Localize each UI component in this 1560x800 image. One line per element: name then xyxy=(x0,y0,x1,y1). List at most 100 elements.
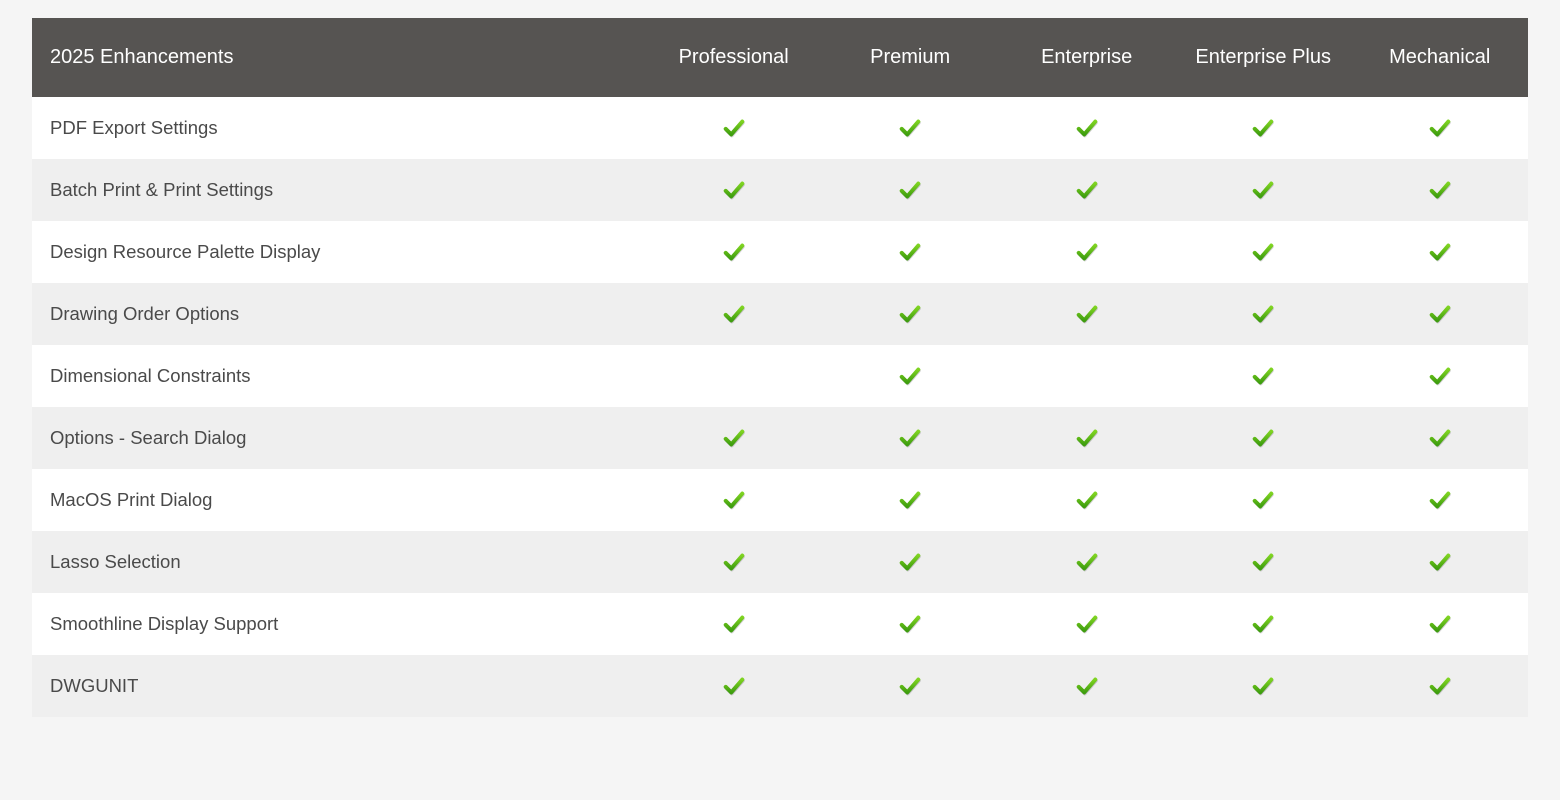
feature-cell xyxy=(1175,159,1352,221)
feature-cell xyxy=(645,283,822,345)
feature-cell xyxy=(998,469,1175,531)
check-icon xyxy=(1429,179,1451,201)
feature-cell xyxy=(998,593,1175,655)
check-icon xyxy=(899,675,921,697)
check-icon xyxy=(1252,365,1274,387)
feature-cell xyxy=(998,97,1175,159)
feature-cell xyxy=(998,407,1175,469)
feature-cell xyxy=(822,283,999,345)
row-label: DWGUNIT xyxy=(32,655,645,717)
feature-cell xyxy=(645,221,822,283)
feature-cell xyxy=(645,97,822,159)
feature-cell xyxy=(1351,593,1528,655)
header-title: 2025 Enhancements xyxy=(32,18,645,97)
feature-cell xyxy=(822,593,999,655)
check-icon xyxy=(899,179,921,201)
check-icon xyxy=(1252,489,1274,511)
check-icon xyxy=(1429,117,1451,139)
feature-cell xyxy=(1351,221,1528,283)
check-icon xyxy=(1076,613,1098,635)
check-icon xyxy=(899,613,921,635)
check-icon xyxy=(1076,675,1098,697)
feature-cell xyxy=(645,159,822,221)
check-icon xyxy=(899,551,921,573)
table-body: PDF Export Settings xyxy=(32,97,1528,717)
column-header: Enterprise xyxy=(998,18,1175,97)
feature-cell xyxy=(1351,345,1528,407)
check-icon xyxy=(1429,365,1451,387)
feature-cell xyxy=(645,655,822,717)
check-icon xyxy=(899,117,921,139)
feature-cell xyxy=(1175,531,1352,593)
table-row: PDF Export Settings xyxy=(32,97,1528,159)
feature-cell xyxy=(645,345,822,407)
feature-cell xyxy=(1175,345,1352,407)
feature-cell xyxy=(822,531,999,593)
row-label: Options - Search Dialog xyxy=(32,407,645,469)
feature-cell xyxy=(1351,469,1528,531)
check-icon xyxy=(1429,427,1451,449)
table-row: Batch Print & Print Settings xyxy=(32,159,1528,221)
check-icon xyxy=(899,365,921,387)
feature-cell xyxy=(645,407,822,469)
check-icon xyxy=(1252,241,1274,263)
check-icon xyxy=(1076,489,1098,511)
table-row: Smoothline Display Support xyxy=(32,593,1528,655)
check-icon xyxy=(899,303,921,325)
check-icon xyxy=(723,489,745,511)
column-header: Enterprise Plus xyxy=(1175,18,1352,97)
feature-cell xyxy=(1351,531,1528,593)
row-label: Dimensional Constraints xyxy=(32,345,645,407)
row-label: Design Resource Palette Display xyxy=(32,221,645,283)
check-icon xyxy=(1429,489,1451,511)
check-icon xyxy=(723,241,745,263)
check-icon xyxy=(899,489,921,511)
table-row: DWGUNIT xyxy=(32,655,1528,717)
feature-cell xyxy=(822,345,999,407)
check-icon xyxy=(1429,241,1451,263)
feature-cell xyxy=(822,469,999,531)
check-icon xyxy=(1252,675,1274,697)
feature-cell xyxy=(1351,655,1528,717)
feature-cell xyxy=(822,97,999,159)
feature-cell xyxy=(1175,469,1352,531)
feature-cell xyxy=(1351,283,1528,345)
table-row: Options - Search Dialog xyxy=(32,407,1528,469)
check-icon xyxy=(1429,303,1451,325)
check-icon xyxy=(723,613,745,635)
table-row: MacOS Print Dialog xyxy=(32,469,1528,531)
feature-cell xyxy=(1175,283,1352,345)
check-icon xyxy=(723,179,745,201)
check-icon xyxy=(899,427,921,449)
feature-cell xyxy=(998,655,1175,717)
column-header: Mechanical xyxy=(1351,18,1528,97)
row-label: Smoothline Display Support xyxy=(32,593,645,655)
check-icon xyxy=(1429,551,1451,573)
feature-cell xyxy=(822,221,999,283)
feature-cell xyxy=(998,345,1175,407)
feature-cell xyxy=(998,531,1175,593)
feature-cell xyxy=(998,159,1175,221)
check-icon xyxy=(899,241,921,263)
table-row: Lasso Selection xyxy=(32,531,1528,593)
feature-cell xyxy=(1351,97,1528,159)
check-icon xyxy=(1076,241,1098,263)
feature-cell xyxy=(1175,407,1352,469)
column-header: Professional xyxy=(645,18,822,97)
check-icon xyxy=(1252,303,1274,325)
feature-cell xyxy=(1175,221,1352,283)
feature-cell xyxy=(645,469,822,531)
feature-cell xyxy=(645,593,822,655)
row-label: Batch Print & Print Settings xyxy=(32,159,645,221)
check-icon xyxy=(1076,551,1098,573)
feature-comparison-table: 2025 Enhancements Professional Premium E… xyxy=(32,18,1528,717)
check-icon xyxy=(1252,551,1274,573)
check-icon xyxy=(1076,179,1098,201)
check-icon xyxy=(1429,613,1451,635)
column-header: Premium xyxy=(822,18,999,97)
row-label: PDF Export Settings xyxy=(32,97,645,159)
check-icon xyxy=(1252,613,1274,635)
check-icon xyxy=(1429,675,1451,697)
feature-cell xyxy=(1175,655,1352,717)
table-row: Dimensional Constraints xyxy=(32,345,1528,407)
